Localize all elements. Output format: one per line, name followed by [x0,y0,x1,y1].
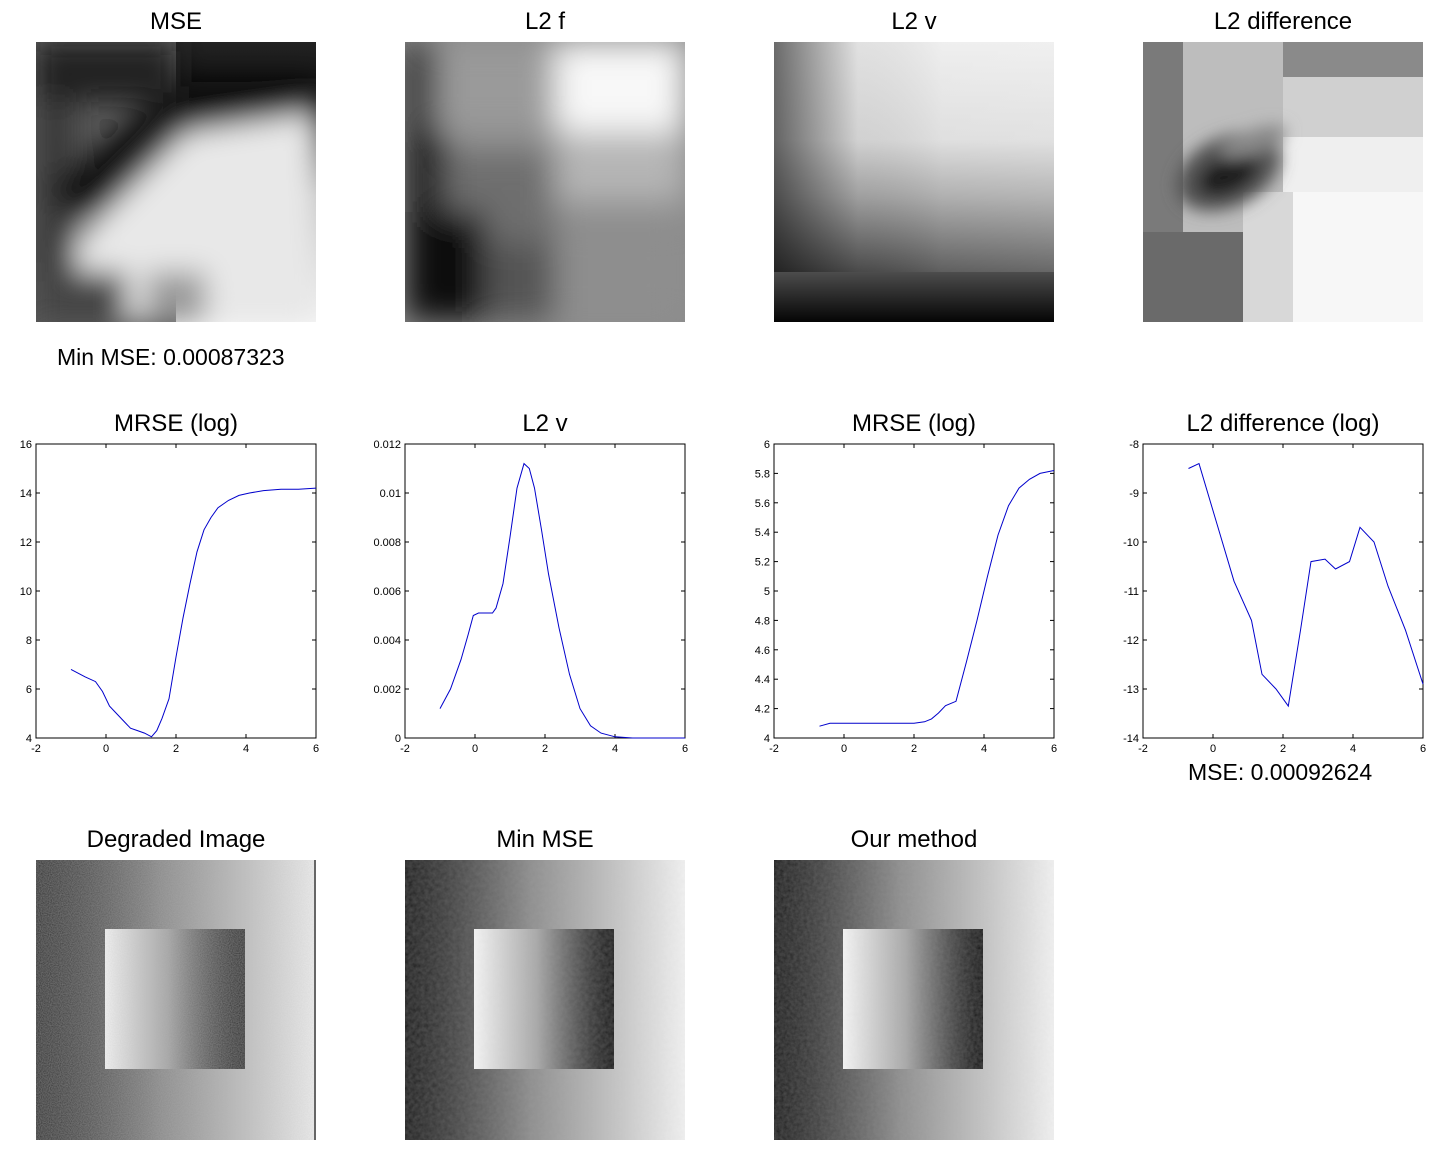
x-tick-label: 0 [1210,743,1216,755]
panel-title-our-method: Our method [850,826,978,853]
series-line [439,462,685,739]
y-tick-label: -12 [1123,635,1139,647]
y-tick-label: 4 [764,733,770,745]
l2-f-map-image [405,42,685,322]
l2-v-map-image [774,42,1054,322]
y-tick-label: 4 [26,733,32,745]
y-tick-label: 5.6 [755,498,770,510]
chart-1: -2 0 2 4 6 4 6 8 10 12 14 16 [20,439,319,755]
mse-value: MSE: 0.00092624 [1188,759,1373,785]
plot-frame [35,443,317,739]
y-tick-label: 4.2 [755,704,770,716]
our-method-image [774,860,1054,1140]
y-tick-label: 5.2 [755,557,770,569]
x-tick-label: -2 [769,743,779,755]
x-tick-label: 0 [472,743,478,755]
chart-title-l2-difference-log: L2 difference (log) [1186,410,1380,437]
y-tick-label: 10 [20,586,32,598]
x-tick-label: 0 [103,743,109,755]
x-tick-label: 4 [243,743,249,755]
y-tick-label: 5 [764,586,770,598]
y-tick-label: -13 [1123,684,1139,696]
panel-title-mse: MSE [149,8,202,35]
y-tick-label: 0.012 [373,439,401,451]
series-line [70,487,317,738]
y-tick-label: 4.6 [755,645,770,657]
panel-title-l2-f: L2 f [524,8,566,35]
plot-frame [404,443,686,739]
chart-title-l2-v: L2 v [522,410,568,437]
x-tick-label: -2 [1138,743,1148,755]
y-tick-label: 0 [395,733,401,745]
panel-title-l2-v: L2 v [891,8,937,35]
y-tick-label: -14 [1123,733,1139,745]
x-tick-label: 4 [1350,743,1356,755]
chart-title-mrse-log-1: MRSE (log) [113,410,239,437]
y-tick-label: 12 [20,537,32,549]
series-line [819,470,1055,727]
y-tick-label: 6 [26,684,32,696]
degraded-image [36,860,316,1140]
l2-difference-map-image [1143,42,1423,322]
x-tick-label: 6 [313,743,319,755]
y-tick-label: 6 [764,439,770,451]
panel-title-degraded-image: Degraded Image [86,826,266,853]
y-tick-label: 0.01 [380,488,401,500]
y-tick-label: 14 [20,488,32,500]
y-tick-label: 0.004 [373,635,401,647]
x-tick-label: 2 [542,743,548,755]
x-tick-label: 4 [612,743,618,755]
chart-3: -2 0 2 4 6 4 4.2 4.4 4.6 4.8 5 5.2 5.4 5.6 5.8 6 [755,439,1057,755]
x-tick-label: 2 [173,743,179,755]
x-tick-label: 6 [1420,743,1426,755]
panel-title-l2-difference: L2 difference [1213,8,1353,35]
min-mse-value: Min MSE: 0.00087323 [57,344,285,370]
y-tick-label: 16 [20,439,32,451]
chart-4: -2 0 2 4 6 -14 -13 -12 -11 -10 -9 -8 [1123,439,1426,755]
y-tick-label: 0.002 [373,684,401,696]
y-tick-label: 0.008 [373,537,401,549]
mse-map-image [36,42,316,322]
x-tick-label: -2 [400,743,410,755]
x-tick-label: 6 [682,743,688,755]
x-tick-label: 2 [911,743,917,755]
y-tick-label: -9 [1129,488,1139,500]
y-tick-label: -10 [1123,537,1139,549]
y-tick-label: 0.006 [373,586,401,598]
series-line [1188,462,1424,708]
x-tick-label: 6 [1051,743,1057,755]
y-tick-label: 5.4 [755,527,770,539]
y-tick-label: -8 [1129,439,1139,451]
panel-title-min-mse: Min MSE [496,826,594,853]
chart-title-mrse-log-2: MRSE (log) [851,410,977,437]
x-tick-label: -2 [31,743,41,755]
y-tick-label: 4.8 [755,615,770,627]
y-tick-label: 4.4 [755,674,770,686]
plot-frame [773,443,1055,739]
min-mse-image [405,860,685,1140]
x-tick-label: 2 [1280,743,1286,755]
y-tick-label: -11 [1124,586,1139,598]
plot-frame [1142,443,1424,739]
y-tick-label: 8 [26,635,32,647]
x-tick-label: 0 [841,743,847,755]
x-tick-label: 4 [981,743,987,755]
y-tick-label: 5.8 [755,468,770,480]
